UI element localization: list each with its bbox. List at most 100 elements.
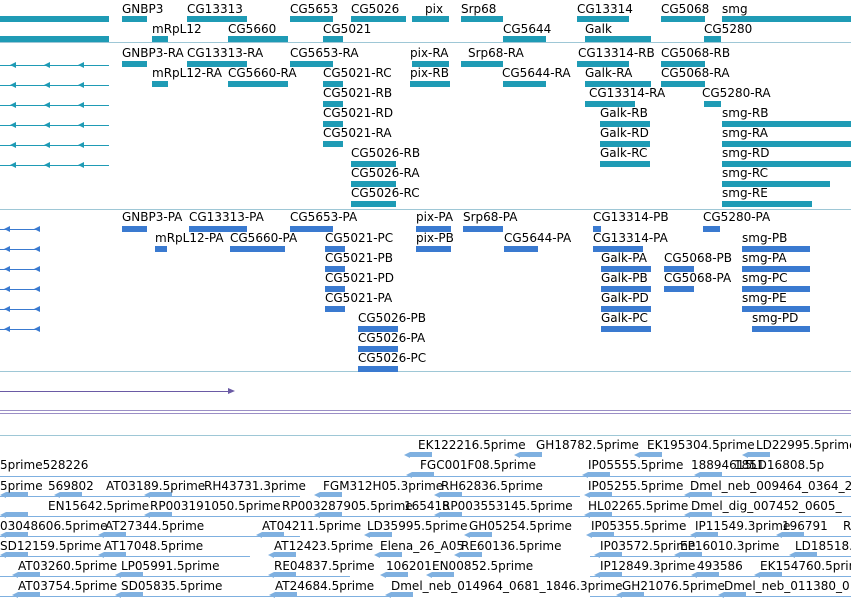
est-feature-label[interactable]: IP05555.5prime [588,458,684,472]
protein-feature-label[interactable]: GNBP3-PA [122,210,183,224]
est-bar[interactable] [6,552,28,557]
est-bar[interactable] [150,492,172,497]
protein-bar[interactable] [358,346,398,352]
transcript-bar[interactable] [722,161,851,167]
gene-bar[interactable] [461,16,503,22]
est-feature-label[interactable]: Elena_26_A05 [380,539,465,553]
est-bar[interactable] [380,552,402,557]
est-feature-label[interactable]: GH05254.5prime [469,519,572,533]
protein-feature-label[interactable]: CG5026-PB [358,311,427,325]
est-feature-label[interactable]: LD16808.5p [751,458,825,472]
protein-bar[interactable] [416,226,451,232]
protein-bar[interactable] [504,246,538,252]
est-feature-label[interactable]: AT03260.5prime [18,559,118,573]
est-feature-label[interactable]: HL02265.5prime [588,499,689,513]
transcript-bar[interactable] [722,201,812,207]
transcript-bar[interactable] [290,61,333,67]
transcript-bar[interactable] [577,61,629,67]
gene-feature-label[interactable]: CG13314 [577,2,633,16]
est-feature-label[interactable]: AT24684.5prime [275,579,375,593]
protein-feature-label[interactable]: CG5026-PA [358,331,426,345]
protein-bar[interactable] [752,326,810,332]
gene-bar[interactable] [661,16,705,22]
transcript-feature-label[interactable]: CG5068-RB [661,46,731,60]
protein-feature-label[interactable]: pix-PA [416,210,454,224]
est-bar[interactable] [690,492,712,497]
gene-feature-label[interactable]: CG13313 [187,2,243,16]
est-bar[interactable] [391,592,413,597]
gene-feature-label[interactable]: CG5021 [323,22,372,36]
protein-bar[interactable] [325,246,345,252]
est-feature-label[interactable]: AT03754.5prime [18,579,118,593]
est-bar[interactable] [520,452,542,457]
est-feature-label[interactable]: LD18518. [795,539,851,553]
protein-bar[interactable] [358,366,398,372]
transcript-bar[interactable] [600,121,650,127]
est-feature-label[interactable]: LD22995.5prime [756,438,851,452]
protein-bar[interactable] [189,226,247,232]
gene-bar[interactable] [323,36,343,42]
protein-bar[interactable] [593,226,601,232]
est-feature-label[interactable]: LP05991.5prime [121,559,220,573]
protein-feature-label[interactable]: Galk-PB [601,271,648,285]
gene-feature-label[interactable]: Galk [585,22,612,36]
protein-feature-label[interactable]: Galk-PC [601,311,648,325]
est-bar[interactable] [18,572,40,577]
transcript-bar[interactable] [410,81,450,87]
transcript-bar[interactable] [412,61,449,67]
transcript-feature-label[interactable]: CG13314-RA [589,86,666,100]
protein-bar[interactable] [358,326,398,332]
transcript-bar[interactable] [722,121,851,127]
gene-bar[interactable] [722,16,851,22]
transcript-bar[interactable] [461,61,503,67]
transcript-bar[interactable] [722,181,830,187]
transcript-feature-label[interactable]: Galk-RB [600,106,648,120]
transcript-feature-label[interactable]: CG5021-RB [323,86,393,100]
transcript-bar[interactable] [661,61,705,67]
protein-feature-label[interactable]: smg-PA [742,251,787,265]
est-bar[interactable] [600,572,622,577]
protein-bar[interactable] [290,226,333,232]
est-feature-label[interactable]: IP05255.5prime [588,479,684,493]
protein-bar[interactable] [325,306,345,312]
protein-feature-label[interactable]: CG5021-PD [325,271,395,285]
protein-feature-label[interactable]: Srp68-PA [463,210,518,224]
est-feature-label[interactable]: AT12423.5prime [274,539,374,553]
protein-bar[interactable] [742,306,810,312]
protein-bar[interactable] [742,286,810,292]
est-feature-label[interactable]: AT03189.5prime [106,479,206,493]
est-feature-label[interactable]: Dmel_neb_009464_0364_2 [690,479,851,493]
est-feature-label[interactable]: SD12159.5prime [0,539,102,553]
gene-bar[interactable] [351,16,406,22]
est-feature-label[interactable]: RH43731.3prime [204,479,306,493]
est-bar[interactable] [724,592,746,597]
protein-feature-label[interactable]: Galk-PD [601,291,649,305]
protein-feature-label[interactable]: CG5026-PC [358,351,427,365]
est-feature-label[interactable]: RP003191050.5prime [150,499,281,513]
protein-feature-label[interactable]: CG13314-PA [593,231,668,245]
transcript-feature-label[interactable]: GNBP3-RA [122,46,184,60]
est-feature-label[interactable]: Dmel_neb_014964_0681_1846.3prime [391,579,623,593]
est-bar[interactable] [6,532,28,537]
transcript-feature-label[interactable]: CG5280-RA [702,86,771,100]
transcript-bar[interactable] [722,141,851,147]
est-feature-label[interactable]: RP003553145.5prime [442,499,573,513]
est-bar[interactable] [18,592,40,597]
protein-feature-label[interactable]: CG5068-PB [664,251,733,265]
est-feature-label[interactable]: EK154760.5prime [760,559,851,573]
gene-bar[interactable] [0,36,109,42]
transcript-bar[interactable] [323,121,343,127]
protein-bar[interactable] [664,286,694,292]
protein-bar[interactable] [463,226,503,232]
est-feature-label[interactable]: 165418 [404,499,450,513]
est-feature-label[interactable]: IP11549.3prime [695,519,791,533]
transcript-bar[interactable] [122,61,147,67]
gene-feature-label[interactable]: smg [722,2,748,16]
protein-bar[interactable] [325,286,345,292]
est-feature-label[interactable]: EK195304.5prime [647,438,755,452]
protein-bar[interactable] [416,246,451,252]
est-bar[interactable] [104,552,126,557]
gene-feature-label[interactable]: GNBP3 [122,2,164,16]
gene-bar[interactable] [187,16,247,22]
est-bar[interactable] [121,572,143,577]
